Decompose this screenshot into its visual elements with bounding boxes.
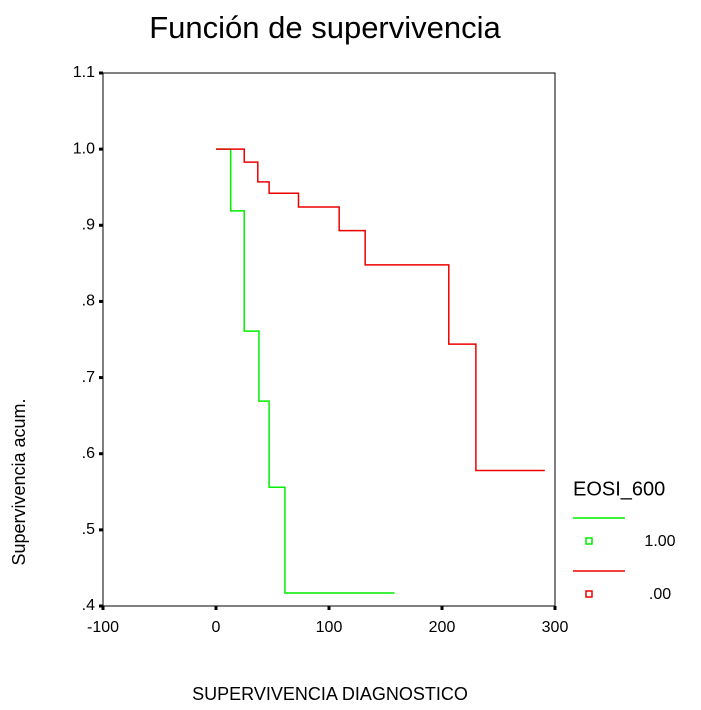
x-tick-label: 0 <box>212 619 221 636</box>
y-tick-label: 1.1 <box>73 64 95 81</box>
survival-curve <box>216 148 545 472</box>
chart-title: Función de supervivencia <box>149 10 501 45</box>
y-tick-label: .8 <box>82 293 95 310</box>
x-tick-label: 200 <box>429 619 456 636</box>
y-tick-label: .9 <box>82 217 95 234</box>
y-tick-label: .6 <box>82 445 95 462</box>
legend-title: EOSI_600 <box>573 478 665 500</box>
y-tick-label: .5 <box>82 521 95 538</box>
legend-label: 1.00 <box>644 533 675 550</box>
y-axis-label: Supervivencia acum. <box>9 398 29 565</box>
legend-marker <box>585 590 593 598</box>
y-tick-label: .7 <box>82 369 95 386</box>
legend-label: .00 <box>649 586 671 603</box>
x-tick-label: 100 <box>316 619 343 636</box>
plot-frame <box>102 72 556 607</box>
legend-marker <box>585 537 593 545</box>
survival-curve <box>216 148 395 594</box>
y-tick-label: 1.0 <box>73 140 95 157</box>
x-tick-label: 300 <box>542 619 569 636</box>
x-axis-label: SUPERVIVENCIA DIAGNOSTICO <box>192 684 468 704</box>
x-tick-label: -100 <box>87 619 119 636</box>
y-tick-label: .4 <box>82 597 95 614</box>
